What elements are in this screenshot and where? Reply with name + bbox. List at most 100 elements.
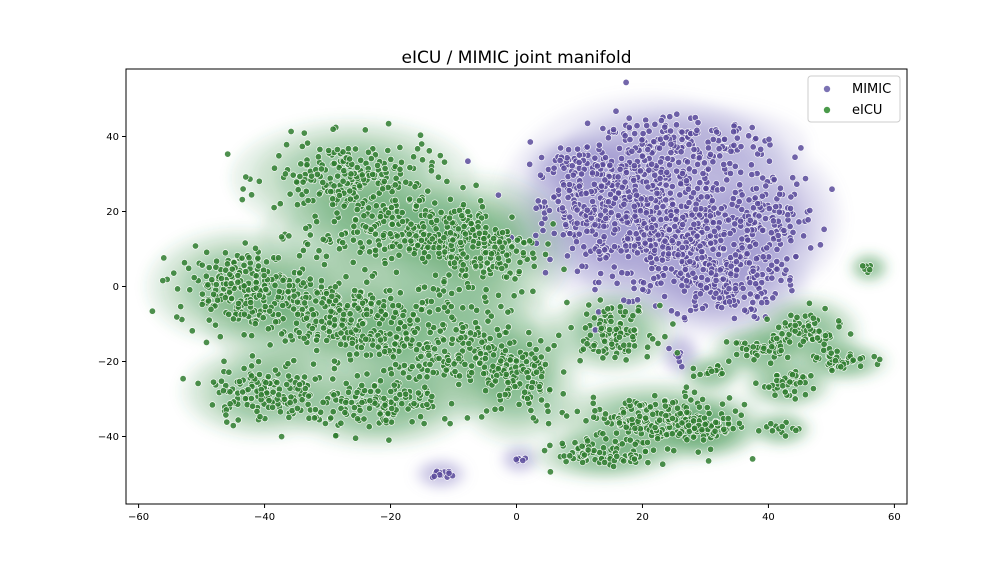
point-mimic	[787, 237, 795, 245]
point-eicu	[198, 290, 206, 298]
point-mimic	[828, 185, 836, 193]
point-eicu	[228, 294, 236, 302]
point-mimic	[787, 193, 795, 201]
point-mimic	[678, 128, 686, 136]
x-tick-label: 0	[513, 512, 519, 523]
point-eicu	[472, 181, 480, 189]
point-eicu	[431, 199, 439, 207]
point-eicu	[333, 209, 341, 217]
point-eicu	[350, 222, 358, 230]
point-eicu	[418, 299, 426, 307]
point-eicu	[354, 304, 362, 312]
point-eicu	[347, 316, 355, 324]
point-mimic	[645, 127, 653, 135]
point-eicu	[821, 332, 829, 340]
point-mimic	[692, 205, 700, 213]
point-mimic	[702, 284, 710, 292]
point-mimic	[694, 119, 702, 127]
point-eicu	[296, 269, 304, 277]
point-eicu	[338, 231, 346, 239]
point-eicu	[235, 299, 243, 307]
point-eicu	[545, 420, 553, 428]
point-mimic	[583, 206, 591, 214]
point-eicu	[821, 305, 829, 313]
point-mimic	[650, 138, 658, 146]
point-mimic	[789, 174, 797, 182]
point-eicu	[313, 218, 321, 226]
point-eicu	[606, 326, 614, 334]
point-eicu	[649, 335, 657, 343]
point-mimic	[671, 222, 679, 230]
legend-label-eicu: eICU	[852, 103, 882, 118]
point-eicu	[264, 373, 272, 381]
point-mimic	[682, 177, 690, 185]
point-eicu	[472, 354, 480, 362]
point-mimic	[633, 191, 641, 199]
point-mimic	[727, 270, 735, 278]
point-eicu	[218, 274, 226, 282]
point-eicu	[513, 236, 521, 244]
point-mimic	[733, 266, 741, 274]
point-eicu	[177, 303, 185, 311]
point-eicu	[541, 447, 549, 455]
point-mimic	[719, 275, 727, 283]
point-eicu	[699, 436, 707, 444]
point-eicu	[313, 346, 321, 354]
point-eicu	[406, 164, 414, 172]
point-eicu	[732, 339, 740, 347]
point-mimic	[690, 189, 698, 197]
point-eicu	[173, 313, 181, 321]
point-mimic	[673, 167, 681, 175]
point-eicu	[380, 217, 388, 225]
point-mimic	[578, 170, 586, 178]
point-eicu	[252, 272, 260, 280]
point-mimic	[752, 185, 760, 193]
point-eicu	[290, 305, 298, 313]
point-mimic	[555, 186, 563, 194]
point-eicu	[831, 357, 839, 365]
point-eicu	[426, 213, 434, 221]
point-eicu	[535, 382, 543, 390]
point-mimic	[610, 263, 618, 271]
point-eicu	[429, 368, 437, 376]
point-eicu	[249, 402, 257, 410]
point-eicu	[563, 412, 571, 420]
point-mimic	[697, 193, 705, 201]
point-mimic	[686, 257, 694, 265]
point-eicu	[435, 354, 443, 362]
series-eicu	[148, 120, 884, 476]
point-eicu	[847, 330, 855, 338]
point-eicu	[259, 314, 267, 322]
point-mimic	[693, 126, 701, 134]
point-mimic	[625, 123, 633, 131]
y-tick-label: 0	[113, 282, 119, 293]
point-mimic	[532, 204, 540, 212]
point-eicu	[431, 345, 439, 353]
point-mimic	[773, 245, 781, 253]
point-mimic	[696, 179, 704, 187]
point-eicu	[256, 413, 264, 421]
point-eicu	[537, 337, 545, 345]
point-mimic	[743, 226, 751, 234]
point-mimic	[534, 197, 542, 205]
point-mimic	[657, 158, 665, 166]
point-mimic	[539, 227, 547, 235]
point-mimic	[657, 279, 665, 287]
point-eicu	[239, 185, 247, 193]
point-mimic	[550, 164, 558, 172]
point-eicu	[859, 262, 867, 270]
point-eicu	[590, 413, 598, 421]
point-eicu	[809, 385, 817, 393]
point-eicu	[464, 208, 472, 216]
point-mimic	[644, 183, 652, 191]
point-eicu	[340, 167, 348, 175]
point-mimic	[746, 279, 754, 287]
point-eicu	[581, 324, 589, 332]
point-mimic	[597, 269, 605, 277]
point-mimic	[699, 266, 707, 274]
point-eicu	[300, 334, 308, 342]
point-eicu	[325, 328, 333, 336]
point-eicu	[248, 362, 256, 370]
point-mimic	[795, 218, 803, 226]
point-eicu	[595, 347, 603, 355]
